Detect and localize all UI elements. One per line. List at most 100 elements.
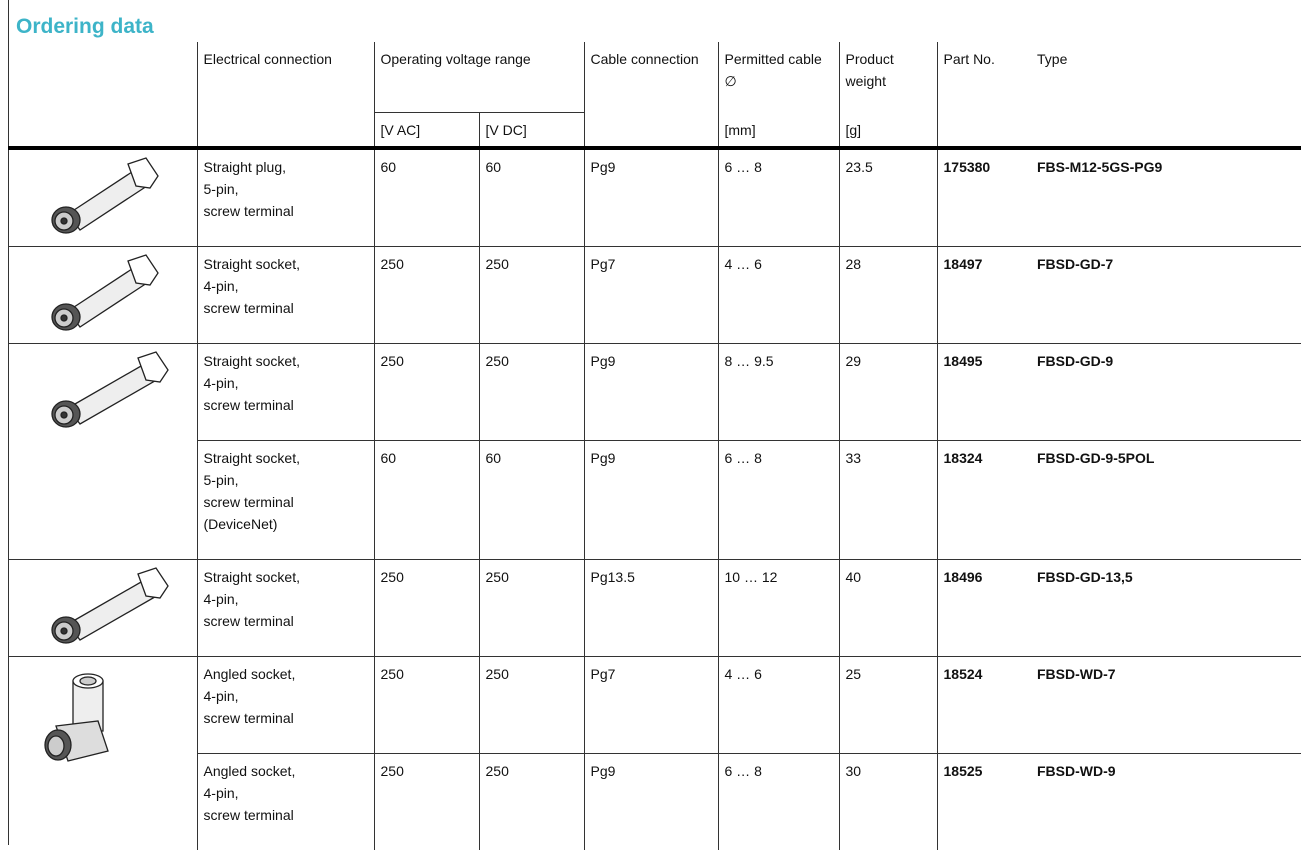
product-weight: 29 <box>839 344 937 441</box>
text-line: Angled socket, <box>204 663 368 685</box>
part-no: 18525 <box>937 754 1031 850</box>
permitted-cable: 4 … 6 <box>718 247 839 344</box>
v-dc: 250 <box>479 754 584 850</box>
header-unit: [mm] <box>718 113 839 149</box>
v-ac: 250 <box>374 247 479 344</box>
connector-icon <box>28 251 178 331</box>
text-line: screw terminal <box>204 200 368 222</box>
type: FBSD-WD-9 <box>1031 754 1301 850</box>
text-line: screw terminal <box>204 297 368 319</box>
connector-icon <box>28 661 178 771</box>
v-ac: 250 <box>374 560 479 657</box>
permitted-cable: 10 … 12 <box>718 560 839 657</box>
product-weight: 40 <box>839 560 937 657</box>
picture-cell <box>8 344 197 560</box>
product-weight: 25 <box>839 657 937 754</box>
type: FBSD-WD-7 <box>1031 657 1301 754</box>
electrical-connection: Angled socket,4-pin,screw terminal <box>197 657 374 754</box>
part-no: 175380 <box>937 148 1031 247</box>
text-line: Angled socket, <box>204 760 368 782</box>
permitted-cable: 6 … 8 <box>718 754 839 850</box>
v-dc: 250 <box>479 344 584 441</box>
header-cell: Electrical connection <box>197 42 374 148</box>
connector-icon <box>28 564 178 644</box>
product-weight: 23.5 <box>839 148 937 247</box>
text-line: screw terminal <box>204 804 368 826</box>
section-title: Ordering data <box>16 15 154 39</box>
picture-cell <box>8 247 197 344</box>
text-line: 5-pin, <box>204 469 368 491</box>
text-line: 5-pin, <box>204 178 368 200</box>
cable-connection: Pg9 <box>584 754 718 850</box>
permitted-cable: 4 … 6 <box>718 657 839 754</box>
v-ac: 250 <box>374 657 479 754</box>
text-line: screw terminal <box>204 491 368 513</box>
electrical-connection: Straight socket,4-pin,screw terminal <box>197 247 374 344</box>
text-line: Straight socket, <box>204 566 368 588</box>
type: FBSD-GD-9-5POL <box>1031 441 1301 560</box>
type: FBSD-GD-7 <box>1031 247 1301 344</box>
header-unit: [V DC] <box>479 113 584 149</box>
permitted-cable: 6 … 8 <box>718 148 839 247</box>
v-ac: 250 <box>374 754 479 850</box>
text-line: 4-pin, <box>204 685 368 707</box>
text-line: Straight socket, <box>204 253 368 275</box>
part-no: 18495 <box>937 344 1031 441</box>
picture-cell <box>8 560 197 657</box>
v-ac: 60 <box>374 441 479 560</box>
text-line: (DeviceNet) <box>204 513 368 535</box>
text-line: screw terminal <box>204 707 368 729</box>
permitted-cable: 6 … 8 <box>718 441 839 560</box>
part-no: 18524 <box>937 657 1031 754</box>
cable-connection: Pg7 <box>584 247 718 344</box>
header-unit: [g] <box>839 113 937 149</box>
text-line: 4-pin, <box>204 782 368 804</box>
text-line: Straight socket, <box>204 447 368 469</box>
header-unit: [V AC] <box>374 113 479 149</box>
type: FBSD-GD-9 <box>1031 344 1301 441</box>
product-weight: 33 <box>839 441 937 560</box>
v-dc: 250 <box>479 560 584 657</box>
v-dc: 250 <box>479 247 584 344</box>
header-cell: Product weight <box>839 42 937 113</box>
header-cell: Operating voltage range <box>374 42 584 113</box>
electrical-connection: Straight plug,5-pin,screw terminal <box>197 148 374 247</box>
electrical-connection: Straight socket,4-pin,screw terminal <box>197 560 374 657</box>
v-ac: 250 <box>374 344 479 441</box>
text-line: screw terminal <box>204 394 368 416</box>
data-row: Straight socket,5-pin,screw terminal(Dev… <box>8 441 1301 560</box>
cable-connection: Pg9 <box>584 148 718 247</box>
header-cell: Part No. <box>937 42 1031 148</box>
connector-icon <box>28 348 178 428</box>
v-dc: 60 <box>479 148 584 247</box>
cable-connection: Pg9 <box>584 441 718 560</box>
header-cell: Type <box>1031 42 1301 148</box>
permitted-cable: 8 … 9.5 <box>718 344 839 441</box>
cable-connection: Pg7 <box>584 657 718 754</box>
header-cell <box>8 42 197 148</box>
picture-cell <box>8 657 197 850</box>
v-ac: 60 <box>374 148 479 247</box>
v-dc: 60 <box>479 441 584 560</box>
type: FBSD-GD-13,5 <box>1031 560 1301 657</box>
part-no: 18324 <box>937 441 1031 560</box>
part-no: 18496 <box>937 560 1031 657</box>
text-line: 4-pin, <box>204 588 368 610</box>
header-cell: Permitted cable ∅ <box>718 42 839 113</box>
text-line: 4-pin, <box>204 372 368 394</box>
electrical-connection: Straight socket,5-pin,screw terminal(Dev… <box>197 441 374 560</box>
picture-cell <box>8 148 197 247</box>
type: FBS-M12-5GS-PG9 <box>1031 148 1301 247</box>
electrical-connection: Straight socket,4-pin,screw terminal <box>197 344 374 441</box>
connector-icon <box>28 154 178 234</box>
cable-connection: Pg9 <box>584 344 718 441</box>
